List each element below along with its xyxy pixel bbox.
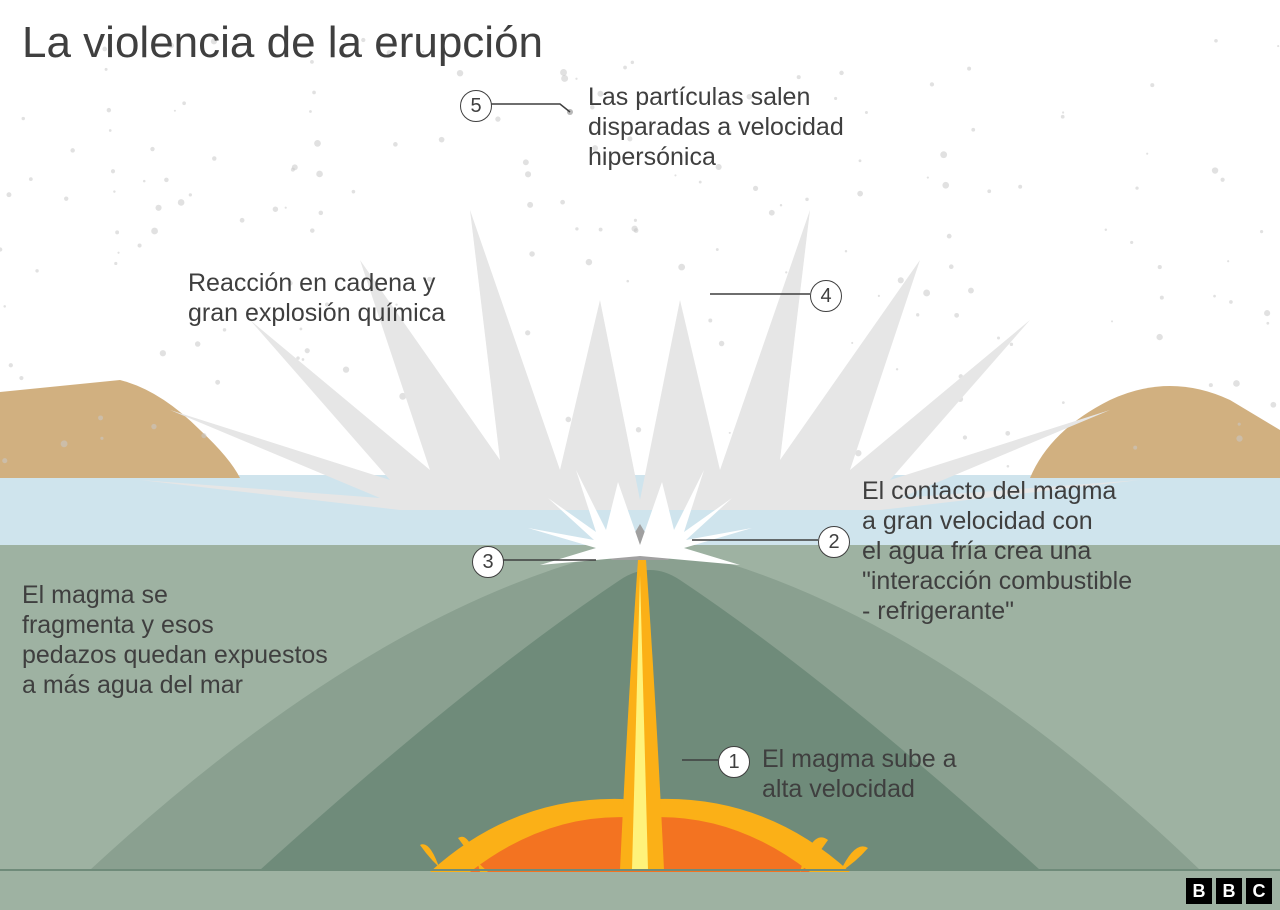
- bbc-block: B: [1216, 878, 1242, 904]
- step-text-3: El magma sefragmenta y esospedazos queda…: [22, 580, 382, 700]
- bbc-block: C: [1246, 878, 1272, 904]
- diagram-title: La violencia de la erupción: [22, 18, 543, 68]
- step-badge-1: 1: [718, 746, 750, 778]
- step-text-4: Reacción en cadena ygran explosión quími…: [188, 268, 528, 328]
- bbc-logo: BBC: [1186, 878, 1272, 904]
- step-badge-3: 3: [472, 546, 504, 578]
- step-badge-2: 2: [818, 526, 850, 558]
- step-text-1: El magma sube aalta velocidad: [762, 744, 1022, 804]
- step-badge-4: 4: [810, 280, 842, 312]
- diagram-stage: { "canvas":{"w":1280,"h":910,"background…: [0, 0, 1280, 910]
- step-badge-5: 5: [460, 90, 492, 122]
- step-text-5: Las partículas salendisparadas a velocid…: [588, 82, 928, 172]
- step-text-2: El contacto del magmaa gran velocidad co…: [862, 476, 1222, 626]
- bbc-block: B: [1186, 878, 1212, 904]
